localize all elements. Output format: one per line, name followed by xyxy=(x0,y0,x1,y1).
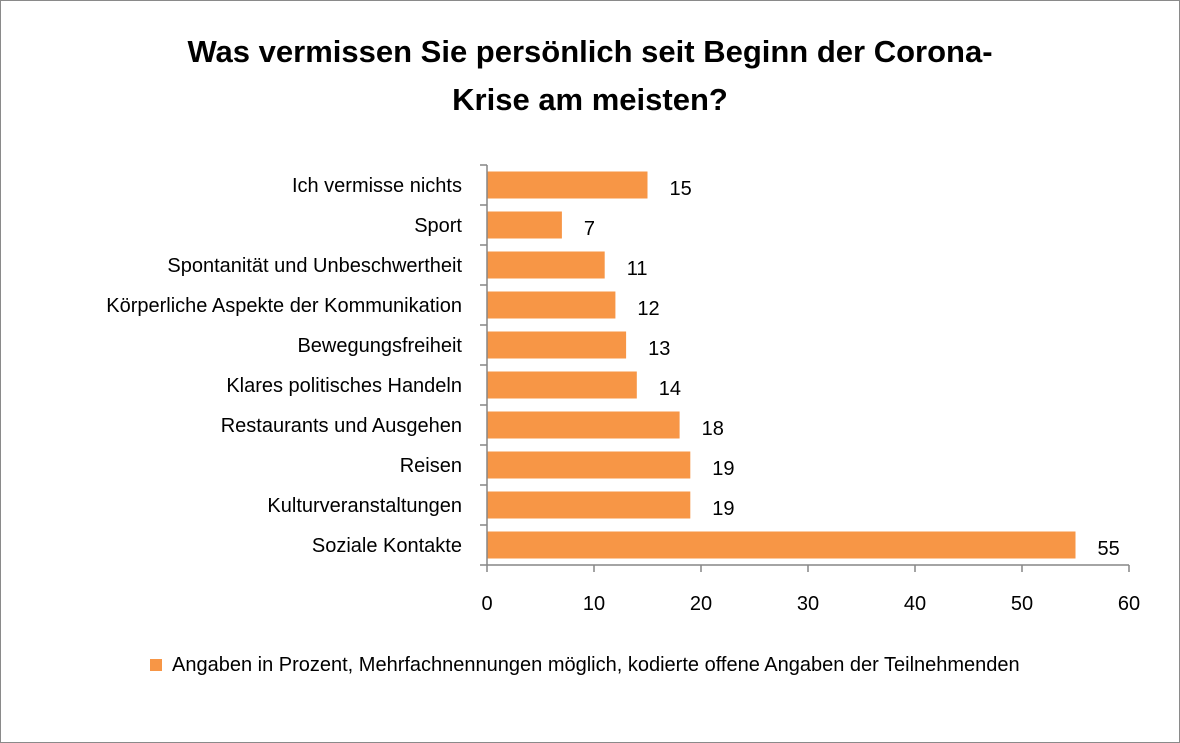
data-label: 19 xyxy=(712,458,734,480)
legend-label: Angaben in Prozent, Mehrfachnennungen mö… xyxy=(172,654,1020,676)
data-label: 13 xyxy=(648,338,670,360)
bar xyxy=(487,331,627,359)
chart-title-line-1: Was vermissen Sie persönlich seit Beginn… xyxy=(187,34,993,69)
category-label: Soziale Kontakte xyxy=(312,535,462,557)
category-label: Bewegungsfreiheit xyxy=(297,335,462,357)
data-label: 19 xyxy=(712,498,734,520)
bar xyxy=(487,251,605,279)
x-tick-label: 20 xyxy=(690,593,712,615)
x-tick-label: 60 xyxy=(1118,593,1140,615)
category-label: Ich vermisse nichts xyxy=(292,175,462,197)
x-tick-label: 30 xyxy=(797,593,819,615)
x-tick-label: 0 xyxy=(481,593,492,615)
bar xyxy=(487,451,691,479)
chart-title-line-2: Krise am meisten? xyxy=(452,82,728,117)
x-tick-label: 50 xyxy=(1011,593,1033,615)
bar xyxy=(487,371,637,399)
data-label: 18 xyxy=(702,418,724,440)
bar xyxy=(487,491,691,519)
category-label: Kulturveranstaltungen xyxy=(267,495,462,517)
chart-title: Was vermissen Sie persönlich seit Beginn… xyxy=(40,28,1140,124)
data-label: 11 xyxy=(627,258,648,280)
category-label: Sport xyxy=(414,215,462,237)
data-label: 12 xyxy=(637,298,659,320)
category-label: Körperliche Aspekte der Kommunikation xyxy=(106,295,462,317)
category-label: Spontanität und Unbeschwertheit xyxy=(167,255,462,277)
x-tick-label: 40 xyxy=(904,593,926,615)
data-label: 7 xyxy=(584,218,595,240)
bar xyxy=(487,211,562,239)
category-label: Restaurants und Ausgehen xyxy=(221,415,462,437)
bar xyxy=(487,291,616,319)
bar xyxy=(487,531,1076,559)
bar xyxy=(487,171,648,199)
data-label: 15 xyxy=(670,178,692,200)
data-label: 14 xyxy=(659,378,681,400)
legend: Angaben in Prozent, Mehrfachnennungen mö… xyxy=(150,650,1050,681)
legend-swatch xyxy=(150,659,162,671)
data-label: 55 xyxy=(1098,538,1120,560)
bar xyxy=(487,411,680,439)
category-label: Reisen xyxy=(400,455,462,477)
category-label: Klares politisches Handeln xyxy=(226,375,462,397)
x-tick-label: 10 xyxy=(583,593,605,615)
